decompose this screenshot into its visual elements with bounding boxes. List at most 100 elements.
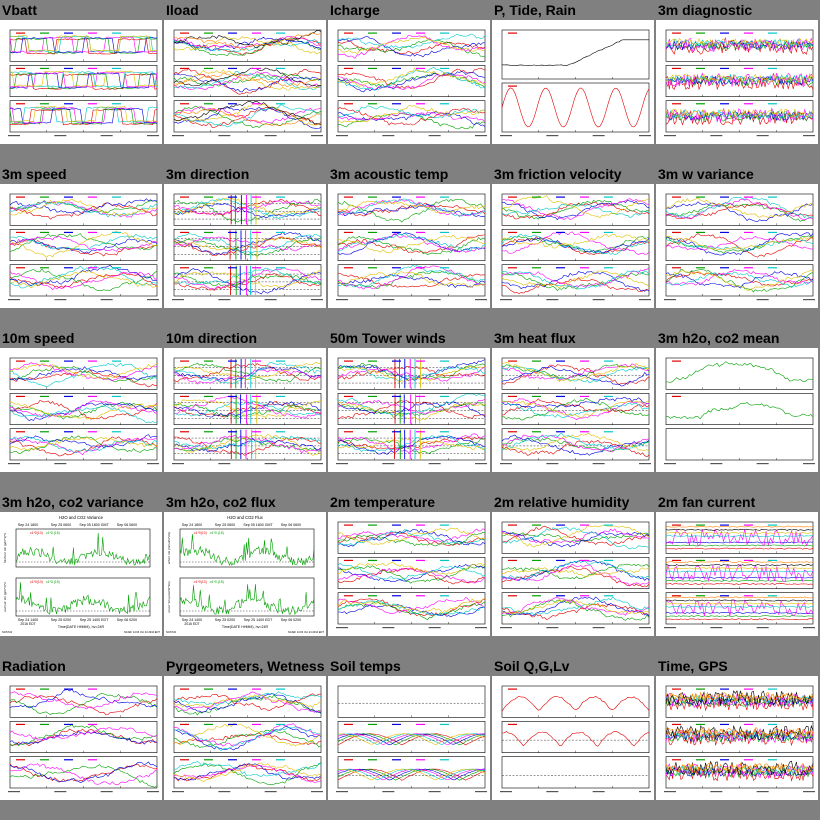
panel-title[interactable]: 50m Tower winds — [330, 330, 446, 346]
series-line — [9, 71, 158, 88]
plot-thumbnail[interactable] — [164, 348, 326, 472]
panel-title[interactable]: Soil Q,G,Lv — [494, 658, 570, 674]
subplot-frame — [665, 685, 814, 718]
panel-title[interactable]: Radiation — [2, 658, 66, 674]
series-line — [173, 761, 322, 785]
panel-title[interactable]: Iload — [166, 2, 199, 18]
panel-title[interactable]: Vbatt — [2, 2, 37, 18]
legend-swatch — [16, 723, 25, 726]
plot-thumbnail[interactable] — [492, 348, 654, 472]
plot-thumbnail[interactable] — [328, 348, 490, 472]
plot-thumbnail[interactable] — [0, 348, 162, 472]
plot-thumbnail[interactable] — [0, 184, 162, 308]
series-line — [337, 768, 485, 781]
legend-swatch — [604, 360, 613, 362]
panel-title[interactable]: 3m friction velocity — [494, 166, 622, 182]
x-tick-label-mark — [100, 791, 113, 793]
panel-title[interactable]: 3m direction — [166, 166, 250, 182]
plot-thumbnail[interactable] — [656, 184, 818, 308]
plot-thumbnail[interactable] — [328, 676, 490, 800]
series-line — [337, 365, 486, 383]
plot-thumbnail[interactable] — [492, 512, 654, 636]
plot-thumbnail[interactable] — [328, 184, 490, 308]
x-tick-label-mark — [664, 463, 676, 465]
legend-swatch — [696, 688, 705, 690]
panel-title[interactable]: Time, GPS — [658, 658, 728, 674]
panel-title[interactable]: 10m direction — [166, 330, 258, 346]
series-line — [665, 615, 814, 618]
panel-title[interactable]: Soil temps — [330, 658, 401, 674]
series-line — [665, 762, 814, 773]
panel-title[interactable]: 2m fan current — [658, 494, 756, 510]
legend-swatch — [228, 688, 237, 690]
x-tick-label-mark — [311, 135, 323, 137]
panel-title[interactable]: 2m relative humidity — [494, 494, 630, 510]
plot-thumbnail[interactable] — [0, 20, 162, 144]
plot-thumbnail[interactable]: H2O and CO2 Flux Sep 24 1800 Sep 25 0600 Se… — [164, 512, 326, 636]
panel-title[interactable]: Pyrgeometers, Wetness — [166, 658, 325, 674]
plot-thumbnail[interactable] — [0, 676, 162, 800]
legend-swatch — [276, 32, 285, 34]
panel-title[interactable]: 3m diagnostic — [658, 2, 753, 18]
series-line — [502, 567, 650, 578]
panel-title[interactable]: 3m h2o, co2 flux — [166, 494, 276, 510]
plot-thumbnail[interactable] — [656, 512, 818, 636]
series-line — [337, 67, 486, 91]
series-line — [9, 107, 158, 124]
plot-thumbnail[interactable] — [656, 348, 818, 472]
series-line — [501, 563, 650, 587]
series-line — [665, 579, 814, 582]
series-line — [9, 402, 158, 422]
plot-thumbnail[interactable] — [492, 184, 654, 308]
plot-thumbnail[interactable]: H2O and CO2 Variance Sep 24 1800 Sep 25 06… — [0, 512, 162, 636]
plot-thumbnail[interactable] — [164, 676, 326, 800]
legend-swatch — [672, 395, 681, 398]
series-line — [337, 567, 486, 584]
series-line — [501, 400, 650, 419]
panel-title[interactable]: P, Tide, Rain — [494, 2, 576, 18]
panel-title[interactable]: 3m heat flux — [494, 330, 576, 346]
panel-title[interactable]: 3m speed — [2, 166, 67, 182]
legend-swatch — [744, 723, 753, 726]
legend-swatch — [532, 231, 541, 234]
x-tick-label-mark — [172, 299, 184, 301]
panel-title[interactable]: 3m acoustic temp — [330, 166, 449, 182]
series-line — [665, 763, 814, 775]
series-line — [337, 401, 486, 418]
panel-title[interactable]: 3m h2o, co2 mean — [658, 330, 780, 346]
legend-swatch — [580, 524, 589, 526]
panel-title[interactable]: 2m temperature — [330, 494, 436, 510]
panel-title[interactable]: 3m w variance — [658, 166, 754, 182]
legend-swatch — [672, 595, 681, 597]
plot-text: H2O and CO2 Variance — [59, 515, 104, 520]
series-line — [173, 694, 322, 708]
subplot-frame — [665, 721, 814, 753]
series-line — [337, 434, 486, 453]
plot-thumbnail[interactable] — [328, 512, 490, 636]
legend-swatch — [368, 196, 377, 198]
plot-thumbnail[interactable] — [492, 676, 654, 800]
panel-title[interactable]: 3m h2o, co2 variance — [2, 494, 144, 510]
series-line — [15, 532, 151, 566]
series-line — [337, 105, 486, 119]
legend-swatch — [180, 723, 189, 726]
legend-swatch — [508, 595, 517, 597]
series-line — [337, 234, 485, 253]
plot-thumbnail[interactable] — [656, 676, 818, 800]
plot-thumbnail[interactable] — [164, 20, 326, 144]
series-line — [9, 764, 158, 788]
series-line — [9, 73, 158, 90]
plot-panel-2m-temperature: 2m temperature — [328, 492, 490, 636]
series-line — [501, 528, 650, 544]
plot-thumbnail[interactable] — [164, 184, 326, 308]
plot-thumbnail[interactable] — [492, 20, 654, 144]
panel-title[interactable]: Icharge — [330, 2, 380, 18]
subplot-frame — [173, 721, 322, 753]
series-line — [173, 729, 322, 748]
plot-panel-vbatt: Vbatt — [0, 0, 162, 144]
plot-thumbnail[interactable] — [328, 20, 490, 144]
legend-swatch — [440, 524, 449, 526]
panel-title[interactable]: 10m speed — [2, 330, 75, 346]
subplot-frame — [337, 357, 486, 390]
plot-thumbnail[interactable] — [656, 20, 818, 144]
